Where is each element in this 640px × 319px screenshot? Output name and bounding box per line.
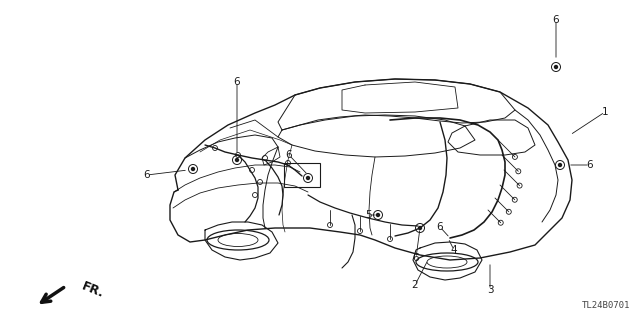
Circle shape xyxy=(236,159,239,161)
Text: 1: 1 xyxy=(602,107,608,117)
Circle shape xyxy=(559,164,561,167)
Circle shape xyxy=(191,167,195,170)
Text: FR.: FR. xyxy=(80,280,106,301)
Text: 6: 6 xyxy=(587,160,593,170)
Text: 5: 5 xyxy=(365,210,371,220)
Text: 4: 4 xyxy=(451,245,458,255)
Text: 2: 2 xyxy=(412,280,419,290)
Text: 6: 6 xyxy=(436,222,444,232)
Text: 6: 6 xyxy=(234,77,240,87)
Circle shape xyxy=(376,213,380,217)
Bar xyxy=(284,163,320,187)
Circle shape xyxy=(419,226,422,229)
Circle shape xyxy=(307,176,310,180)
Text: 6: 6 xyxy=(553,15,559,25)
Text: 6: 6 xyxy=(144,170,150,180)
Circle shape xyxy=(554,65,557,69)
Text: 3: 3 xyxy=(486,285,493,295)
Text: 6: 6 xyxy=(413,253,419,263)
Text: TL24B0701: TL24B0701 xyxy=(582,301,630,310)
Text: 6: 6 xyxy=(285,150,292,160)
